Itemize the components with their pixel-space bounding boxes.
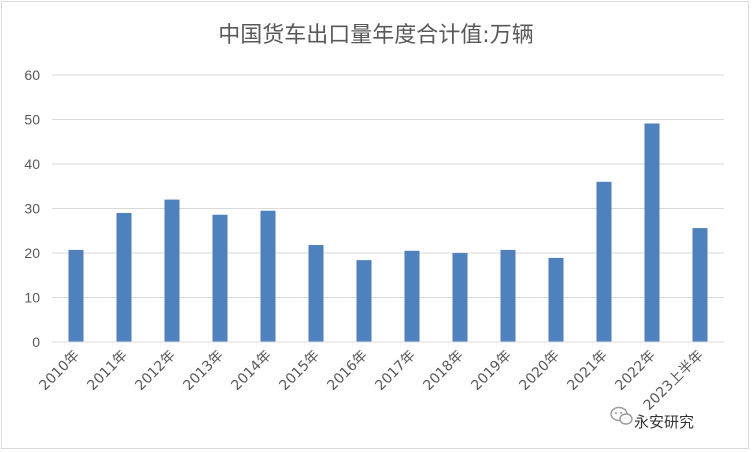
bar bbox=[68, 249, 84, 342]
bar bbox=[644, 123, 660, 342]
bar bbox=[452, 253, 468, 342]
y-tick-label: 40 bbox=[24, 156, 40, 172]
bar bbox=[116, 212, 132, 342]
x-tick-label: 2010年 bbox=[36, 348, 82, 394]
x-tick-label: 2020年 bbox=[516, 348, 562, 394]
x-tick-label: 2022年 bbox=[612, 348, 658, 394]
x-tick-label: 2011年 bbox=[84, 348, 130, 394]
bars bbox=[68, 123, 708, 342]
bar bbox=[260, 210, 276, 342]
y-tick-label: 0 bbox=[32, 334, 40, 350]
bar bbox=[308, 244, 324, 342]
bar bbox=[212, 214, 228, 342]
y-tick-label: 60 bbox=[24, 67, 40, 83]
bar bbox=[500, 249, 516, 342]
x-tick-label: 2014年 bbox=[228, 348, 274, 394]
x-tick-label: 2018年 bbox=[420, 348, 466, 394]
gridlines bbox=[52, 74, 724, 298]
bar bbox=[164, 199, 180, 342]
bar bbox=[596, 181, 612, 342]
bar bbox=[692, 228, 708, 342]
bar bbox=[548, 257, 564, 342]
x-axis-labels: 2010年 2011年 2012年 2013年 2014年 2015年 2016年 2017年… bbox=[36, 348, 706, 414]
y-tick-label: 30 bbox=[24, 201, 40, 217]
x-tick-label: 2016年 bbox=[324, 348, 370, 394]
wechat-icon bbox=[610, 406, 633, 425]
y-tick-label: 10 bbox=[24, 290, 40, 306]
y-tick-label: 20 bbox=[24, 245, 40, 261]
x-tick-label: 2013年 bbox=[180, 348, 226, 394]
bar bbox=[404, 250, 420, 342]
watermark: 永安研究 bbox=[610, 406, 694, 431]
watermark-text: 永安研究 bbox=[634, 413, 694, 431]
y-axis-ticks: 0 10 20 30 40 50 60 bbox=[24, 67, 40, 350]
x-tick-label: 2017年 bbox=[372, 348, 418, 394]
x-tick-label: 2012年 bbox=[132, 348, 178, 394]
chart-title: 中国货车出口量年度合计值:万辆 bbox=[218, 23, 533, 48]
y-tick-label: 50 bbox=[24, 112, 40, 128]
x-tick-label: 2021年 bbox=[564, 348, 610, 394]
x-tick-label: 2019年 bbox=[468, 348, 514, 394]
x-tick-label: 2015年 bbox=[276, 348, 322, 394]
bar bbox=[356, 260, 372, 342]
